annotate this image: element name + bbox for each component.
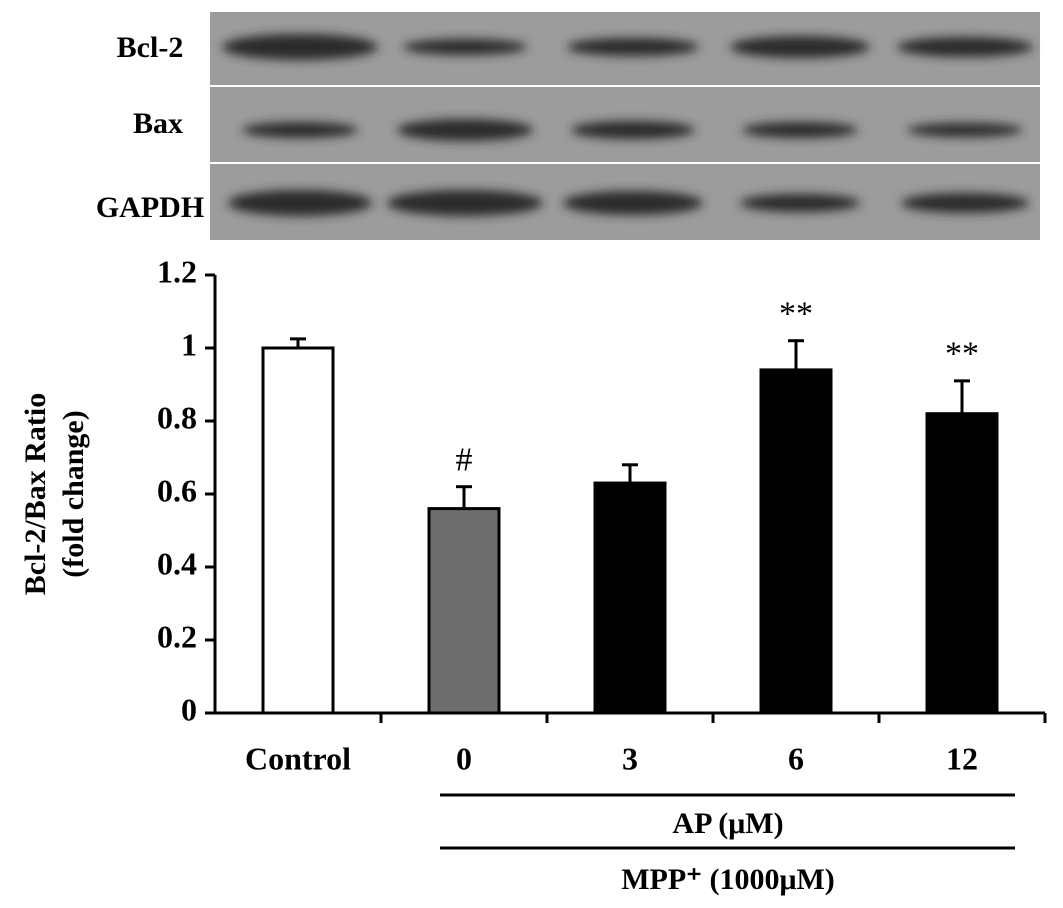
y-tick-label: 0.4 bbox=[157, 545, 197, 581]
y-tick-label: 1.2 bbox=[157, 253, 197, 289]
blot-band bbox=[740, 194, 860, 212]
group-label: AP (μM) bbox=[672, 807, 783, 840]
blot-band bbox=[567, 38, 699, 56]
blot-band bbox=[730, 36, 870, 58]
blot-band bbox=[897, 37, 1033, 57]
blot-band bbox=[563, 191, 703, 215]
blot-band bbox=[742, 122, 858, 138]
y-tick-label: 0.8 bbox=[157, 399, 197, 435]
blot-band bbox=[571, 121, 695, 139]
blot-band bbox=[907, 123, 1023, 137]
blot-bands bbox=[222, 34, 1033, 216]
blot-band bbox=[901, 193, 1029, 213]
bar bbox=[759, 368, 833, 715]
significance-label: ** bbox=[945, 336, 979, 373]
x-tick-label: Control bbox=[245, 740, 351, 776]
blot-band bbox=[403, 39, 527, 55]
bar bbox=[925, 412, 999, 715]
significance-label: ** bbox=[779, 295, 813, 332]
x-tick-label: 3 bbox=[622, 740, 638, 776]
blot-row-label: Bax bbox=[133, 107, 183, 140]
blot-band bbox=[387, 190, 543, 216]
y-tick-label: 0.6 bbox=[157, 472, 197, 508]
blot-band bbox=[242, 122, 358, 138]
bar bbox=[261, 346, 335, 715]
blot-band bbox=[222, 34, 378, 60]
group-label: MPP⁺ (1000μM) bbox=[621, 863, 835, 896]
blot-band bbox=[228, 190, 372, 216]
blot-row-label: Bcl-2 bbox=[117, 31, 184, 64]
y-tick-label: 0.2 bbox=[157, 618, 197, 654]
y-tick-label: 1 bbox=[181, 326, 197, 362]
x-tick-label: 12 bbox=[946, 740, 978, 776]
x-tick-label: 0 bbox=[456, 740, 472, 776]
blot-row-label: GAPDH bbox=[96, 191, 204, 224]
y-axis-label: (fold change) bbox=[57, 410, 90, 578]
significance-label: # bbox=[456, 441, 473, 478]
y-axis-label: Bcl-2/Bax Ratio bbox=[19, 393, 52, 596]
bar bbox=[593, 481, 667, 715]
x-tick-label: 6 bbox=[788, 740, 804, 776]
blot-band bbox=[397, 119, 533, 141]
bar bbox=[427, 507, 501, 715]
y-tick-label: 0 bbox=[181, 691, 197, 727]
